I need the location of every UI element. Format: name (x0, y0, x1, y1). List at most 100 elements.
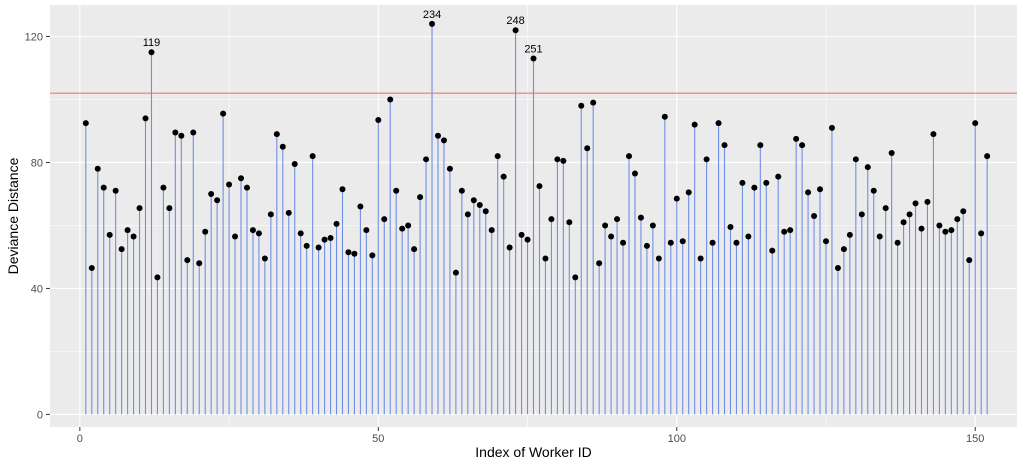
data-point (369, 252, 376, 259)
data-point (626, 153, 633, 160)
data-point (309, 153, 316, 160)
data-point (972, 120, 979, 127)
data-point (775, 173, 782, 180)
data-point (787, 227, 794, 234)
data-point (870, 187, 877, 194)
data-point (417, 194, 424, 201)
data-point (643, 242, 650, 249)
data-point (763, 179, 770, 186)
data-point (202, 228, 209, 235)
data-point (608, 233, 615, 240)
data-point (494, 153, 501, 160)
data-point (267, 211, 274, 218)
data-point (691, 121, 698, 128)
data-point (446, 165, 453, 172)
data-point (429, 20, 436, 27)
data-point (960, 208, 967, 215)
data-point (828, 124, 835, 131)
data-point (799, 142, 806, 149)
data-point (667, 239, 674, 246)
data-point (148, 49, 155, 56)
data-point (822, 238, 829, 245)
data-point (769, 247, 776, 254)
data-point (249, 227, 256, 234)
y-tick-label: 80 (31, 157, 43, 169)
data-point (232, 233, 239, 240)
data-point (697, 255, 704, 262)
data-point (637, 214, 644, 221)
data-point (297, 230, 304, 237)
x-axis-title: Index of Worker ID (475, 444, 591, 460)
data-point (220, 110, 227, 117)
y-tick-label: 120 (25, 31, 43, 43)
data-point (106, 231, 113, 238)
data-point (936, 222, 943, 229)
data-point (226, 181, 233, 188)
data-point (178, 132, 185, 139)
data-point (100, 184, 107, 191)
data-point (482, 208, 489, 215)
data-point (703, 156, 710, 163)
y-axis-title: Deviance Distance (5, 157, 21, 274)
data-point (661, 113, 668, 120)
data-point (864, 164, 871, 171)
data-point (506, 244, 513, 251)
data-point (721, 142, 728, 149)
data-point (560, 157, 567, 164)
data-point (405, 222, 412, 229)
data-point (518, 231, 525, 238)
data-point (476, 201, 483, 208)
data-point (793, 135, 800, 142)
annotations-layer: 119 234 248 251 (143, 9, 543, 56)
data-point (876, 233, 883, 240)
data-point (339, 186, 346, 193)
data-point (136, 205, 143, 212)
data-point (130, 233, 137, 240)
data-point (94, 165, 101, 172)
data-point (942, 228, 949, 235)
data-point (805, 189, 812, 196)
data-point (423, 156, 430, 163)
data-point (255, 230, 262, 237)
data-point (470, 197, 477, 204)
data-point (458, 187, 465, 194)
data-point (739, 179, 746, 186)
outlier-label: 234 (423, 9, 441, 21)
data-point (273, 131, 280, 138)
data-point (112, 187, 119, 194)
data-point (327, 235, 334, 242)
data-point (285, 209, 292, 216)
data-point (488, 227, 495, 234)
data-point (279, 143, 286, 150)
data-point (840, 246, 847, 253)
data-point (948, 227, 955, 234)
y-tick-label: 0 (37, 409, 43, 421)
data-point (82, 120, 89, 127)
data-point (411, 246, 418, 253)
stems-layer (85, 23, 988, 415)
data-point (548, 216, 555, 223)
data-point (733, 239, 740, 246)
data-point (434, 132, 441, 139)
data-point (685, 189, 692, 196)
data-point (715, 120, 722, 127)
data-point (858, 211, 865, 218)
data-point (291, 161, 298, 168)
data-point (303, 242, 310, 249)
data-point (88, 264, 95, 271)
data-point (500, 173, 507, 180)
data-point (190, 129, 197, 136)
data-point (894, 239, 901, 246)
data-point (214, 197, 221, 204)
data-point (363, 227, 370, 234)
x-tick-label: 150 (966, 433, 984, 445)
data-point (614, 216, 621, 223)
data-point (596, 260, 603, 267)
data-point (757, 142, 764, 149)
data-point (238, 175, 245, 182)
points-layer (82, 20, 991, 281)
data-point (172, 129, 179, 136)
data-point (440, 137, 447, 144)
